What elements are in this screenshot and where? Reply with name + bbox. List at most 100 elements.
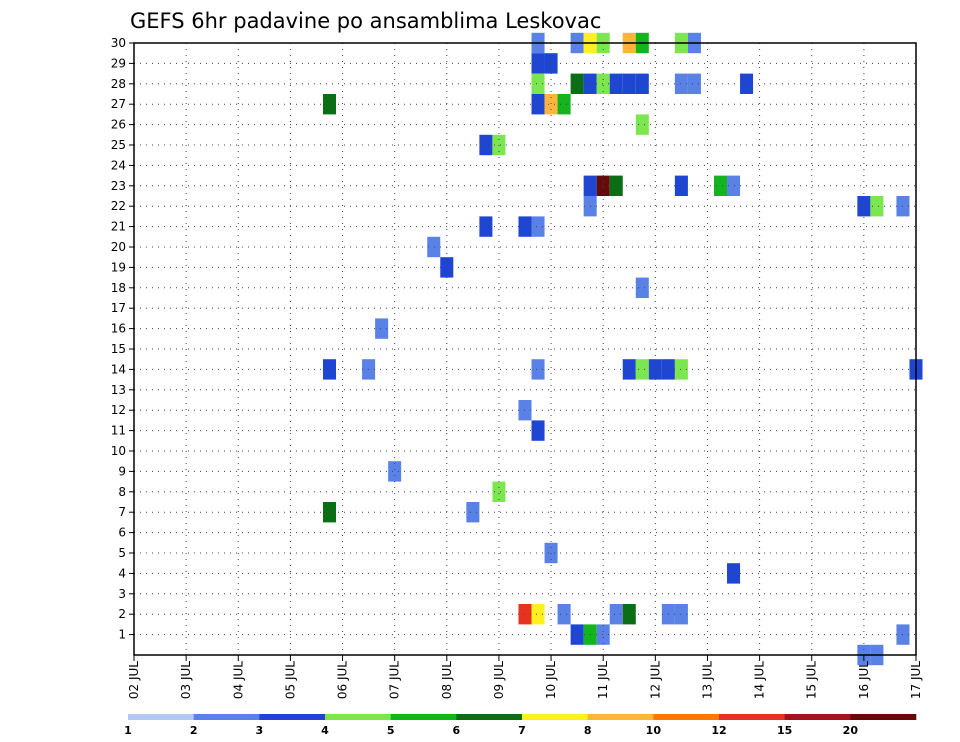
x-tick-label: 06 JUL xyxy=(336,661,350,699)
data-cell xyxy=(674,175,688,196)
data-cell xyxy=(622,359,636,380)
colorbar-label: 6 xyxy=(453,724,461,737)
data-cell xyxy=(531,73,545,94)
colorbar-segment xyxy=(128,714,194,720)
data-cell xyxy=(609,175,623,196)
grid xyxy=(134,43,916,655)
data-cell xyxy=(544,53,558,74)
y-axis: 1234567891011121314151617181920212223242… xyxy=(111,36,134,642)
colorbar-segment xyxy=(719,714,785,720)
data-cell xyxy=(531,53,545,74)
colorbar-label: 4 xyxy=(321,724,329,737)
data-cell xyxy=(635,359,649,380)
y-tick-label: 4 xyxy=(118,566,126,580)
x-tick-label: 14 JUL xyxy=(753,661,767,699)
data-cell xyxy=(531,604,545,625)
colorbar-label: 20 xyxy=(843,724,859,737)
y-tick-label: 2 xyxy=(118,607,126,621)
data-cell xyxy=(727,563,741,584)
colorbar-segment xyxy=(193,714,260,720)
y-tick-label: 27 xyxy=(111,97,126,111)
x-tick-label: 09 JUL xyxy=(492,661,506,699)
data-cell xyxy=(857,196,871,217)
y-tick-label: 28 xyxy=(111,77,126,91)
data-cell xyxy=(479,216,493,237)
y-tick-label: 30 xyxy=(111,36,126,50)
colorbar-label: 1 xyxy=(124,724,132,737)
colorbar-segment xyxy=(522,714,588,720)
y-tick-label: 6 xyxy=(118,526,126,540)
data-cell xyxy=(635,73,649,94)
data-cell xyxy=(870,196,884,217)
x-tick-label: 07 JUL xyxy=(388,661,402,699)
colorbar-segment xyxy=(259,714,326,720)
y-tick-label: 24 xyxy=(111,158,126,172)
data-cell xyxy=(570,73,584,94)
y-tick-label: 17 xyxy=(111,301,126,315)
y-tick-label: 20 xyxy=(111,240,126,254)
colorbar-segment xyxy=(784,714,851,720)
data-cell xyxy=(622,73,636,94)
y-tick-label: 11 xyxy=(111,424,126,438)
x-tick-label: 04 JUL xyxy=(231,661,245,699)
y-tick-label: 21 xyxy=(111,220,126,234)
y-tick-label: 13 xyxy=(111,383,126,397)
y-tick-label: 3 xyxy=(118,587,126,601)
y-tick-label: 19 xyxy=(111,260,126,274)
data-cell xyxy=(674,359,688,380)
data-cell xyxy=(727,175,741,196)
data-cell xyxy=(596,73,610,94)
x-tick-label: 11 JUL xyxy=(596,661,610,699)
colorbar-segment xyxy=(587,714,654,720)
data-cell xyxy=(492,481,506,502)
x-tick-label: 15 JUL xyxy=(805,661,819,699)
data-cell xyxy=(635,277,649,298)
data-cell xyxy=(609,73,623,94)
x-tick-label: 13 JUL xyxy=(700,661,714,699)
x-tick-label: 12 JUL xyxy=(648,661,662,699)
colorbar-label: 3 xyxy=(256,724,264,737)
colorbar-segment xyxy=(850,714,917,720)
y-tick-label: 29 xyxy=(111,56,126,70)
x-tick-label: 05 JUL xyxy=(283,661,297,699)
y-tick-label: 7 xyxy=(118,505,126,519)
colorbar-segment xyxy=(456,714,523,720)
data-cell xyxy=(557,604,571,625)
data-cell xyxy=(531,420,545,441)
data-cells xyxy=(322,32,923,666)
data-cell xyxy=(531,216,545,237)
data-cell xyxy=(544,94,558,115)
chart-title: GEFS 6hr padavine po ansamblima Leskovac xyxy=(130,9,601,33)
y-tick-label: 25 xyxy=(111,138,126,152)
y-tick-label: 15 xyxy=(111,342,126,356)
data-cell xyxy=(674,73,688,94)
data-cell xyxy=(388,461,402,482)
y-tick-label: 10 xyxy=(111,444,126,458)
data-cell xyxy=(466,502,480,523)
colorbar-label: 15 xyxy=(777,724,792,737)
y-tick-label: 16 xyxy=(111,322,126,336)
colorbar: 1 2 3 4 5 6 7 8 10 12 15 20 xyxy=(124,714,917,737)
x-tick-label: 02 JUL xyxy=(127,661,141,699)
x-tick-label: 03 JUL xyxy=(179,661,193,699)
colorbar-segment xyxy=(325,714,391,720)
data-cell xyxy=(687,73,701,94)
data-cell xyxy=(322,359,337,380)
colorbar-label: 10 xyxy=(646,724,662,737)
data-cell xyxy=(609,604,623,625)
colorbar-segment xyxy=(390,714,457,720)
data-cell xyxy=(570,624,584,645)
x-tick-label: 08 JUL xyxy=(440,661,454,699)
data-cell xyxy=(674,604,688,625)
y-tick-label: 5 xyxy=(118,546,126,560)
x-tick-label: 17 JUL xyxy=(909,661,923,699)
data-cell xyxy=(622,604,636,625)
y-tick-label: 22 xyxy=(111,199,126,213)
data-cell xyxy=(427,236,441,258)
x-tick-label: 10 JUL xyxy=(544,661,558,699)
y-tick-label: 18 xyxy=(111,281,126,295)
y-tick-label: 12 xyxy=(111,403,126,417)
colorbar-label: 12 xyxy=(711,724,726,737)
data-cell xyxy=(322,94,337,115)
